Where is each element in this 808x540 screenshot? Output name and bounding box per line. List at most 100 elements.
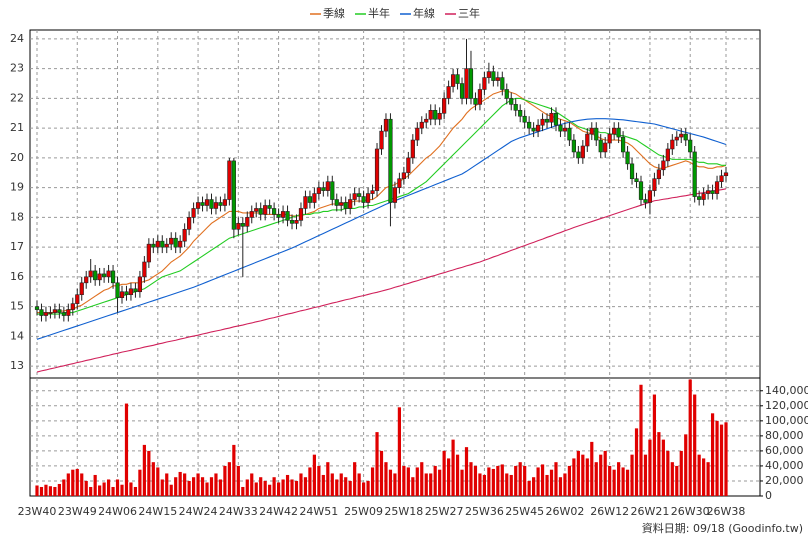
candle-body <box>665 148 670 162</box>
volume-bar <box>285 474 290 496</box>
volume-bar <box>353 462 357 496</box>
candle-body <box>187 217 192 230</box>
candle-body <box>298 208 304 221</box>
candle-body <box>231 160 236 230</box>
volume-bar <box>406 467 410 496</box>
candle-body <box>549 112 554 123</box>
volume-bar <box>603 450 607 496</box>
volume-bar <box>433 465 437 496</box>
candle-body <box>200 202 205 206</box>
volume-bar <box>648 439 652 496</box>
candle-body <box>567 127 572 141</box>
candle-body <box>75 294 80 304</box>
volume-bar <box>684 434 688 496</box>
volume-bar <box>608 465 612 496</box>
volume-bar <box>183 473 187 496</box>
volume-bar <box>142 444 146 496</box>
volume-bar <box>80 473 84 496</box>
volume-bar <box>393 473 397 496</box>
volume-bar <box>62 479 66 496</box>
candle-body <box>43 312 49 316</box>
candle-body <box>312 193 317 203</box>
candle-body <box>155 240 160 248</box>
volume-bar <box>259 477 263 496</box>
candle-body <box>558 124 563 132</box>
legend-label: 半年 <box>368 6 390 20</box>
y-tick-label: 16 <box>10 270 24 283</box>
candle-body <box>589 127 594 135</box>
candle-body <box>97 273 102 281</box>
x-tick-label: 26W21 <box>631 505 670 518</box>
y2-tick-label: 120,000 <box>765 399 808 412</box>
x-tick-label: 25W27 <box>425 505 464 518</box>
volume-bar <box>294 480 299 496</box>
volume-bar <box>209 477 214 496</box>
candle-body <box>303 196 308 209</box>
volume-bar <box>549 469 554 496</box>
volume-bar <box>348 480 352 496</box>
x-tick-label: 25W18 <box>384 505 423 518</box>
candle-body <box>522 115 527 123</box>
candle-body <box>527 121 532 129</box>
candle-body <box>701 193 706 200</box>
volume-bar <box>106 479 111 496</box>
candle-body <box>576 151 581 159</box>
candle-body <box>343 202 348 209</box>
candle-body <box>491 71 496 81</box>
volume-bar <box>370 467 375 496</box>
volume-bar <box>200 477 205 496</box>
candle-body <box>93 270 98 281</box>
candle-body <box>182 228 187 242</box>
volume-bar <box>585 458 589 496</box>
volume-bar <box>706 462 710 496</box>
candle-body <box>571 139 576 153</box>
volume-bar <box>599 454 603 496</box>
volume-bar <box>254 482 258 496</box>
candle-body <box>643 199 648 203</box>
volume-bar <box>505 473 509 496</box>
x-tick-label: 24W15 <box>138 505 177 518</box>
x-tick-label: 24W33 <box>219 505 258 518</box>
x-tick-label: 25W45 <box>505 505 544 518</box>
volume-bar <box>187 480 191 496</box>
candle-body <box>61 312 66 316</box>
y2-tick-label: 100,000 <box>765 414 808 427</box>
candle-body <box>607 133 612 144</box>
candle-body <box>723 172 729 177</box>
volume-bar <box>290 479 294 496</box>
candle-body <box>169 237 174 245</box>
volume-bar <box>133 486 138 496</box>
candle-body <box>84 276 89 284</box>
candle-body <box>151 243 156 248</box>
volume-bar <box>540 464 545 496</box>
volume-bar <box>120 484 124 496</box>
volume-bar <box>639 384 643 496</box>
candle-body <box>679 133 684 138</box>
legend: 季線 半年 年線 三年 <box>310 6 480 20</box>
ma-line <box>36 188 727 373</box>
volume-bar <box>625 469 630 496</box>
volume-bar <box>236 465 240 496</box>
volume-bar <box>429 473 433 496</box>
candle-body <box>585 133 590 147</box>
volume-bar <box>438 469 442 496</box>
candle-body <box>146 243 151 263</box>
volume-bar <box>455 454 460 496</box>
volume-bar <box>129 482 133 496</box>
candle-body <box>254 208 259 212</box>
candle-body <box>39 309 44 316</box>
volume-bar <box>178 471 182 496</box>
x-tick-label: 24W51 <box>299 505 338 518</box>
y-tick-label: 14 <box>10 329 24 342</box>
x-tick-label: 26W02 <box>545 505 584 518</box>
volume-bar <box>317 465 321 496</box>
y-tick-label: 21 <box>10 121 24 134</box>
candle-body <box>477 89 483 105</box>
candle-body <box>276 214 281 218</box>
volume-bar <box>39 486 44 496</box>
volume-bar <box>75 468 79 496</box>
x-tick-label: 24W42 <box>259 505 298 518</box>
volume-bar <box>241 486 245 496</box>
